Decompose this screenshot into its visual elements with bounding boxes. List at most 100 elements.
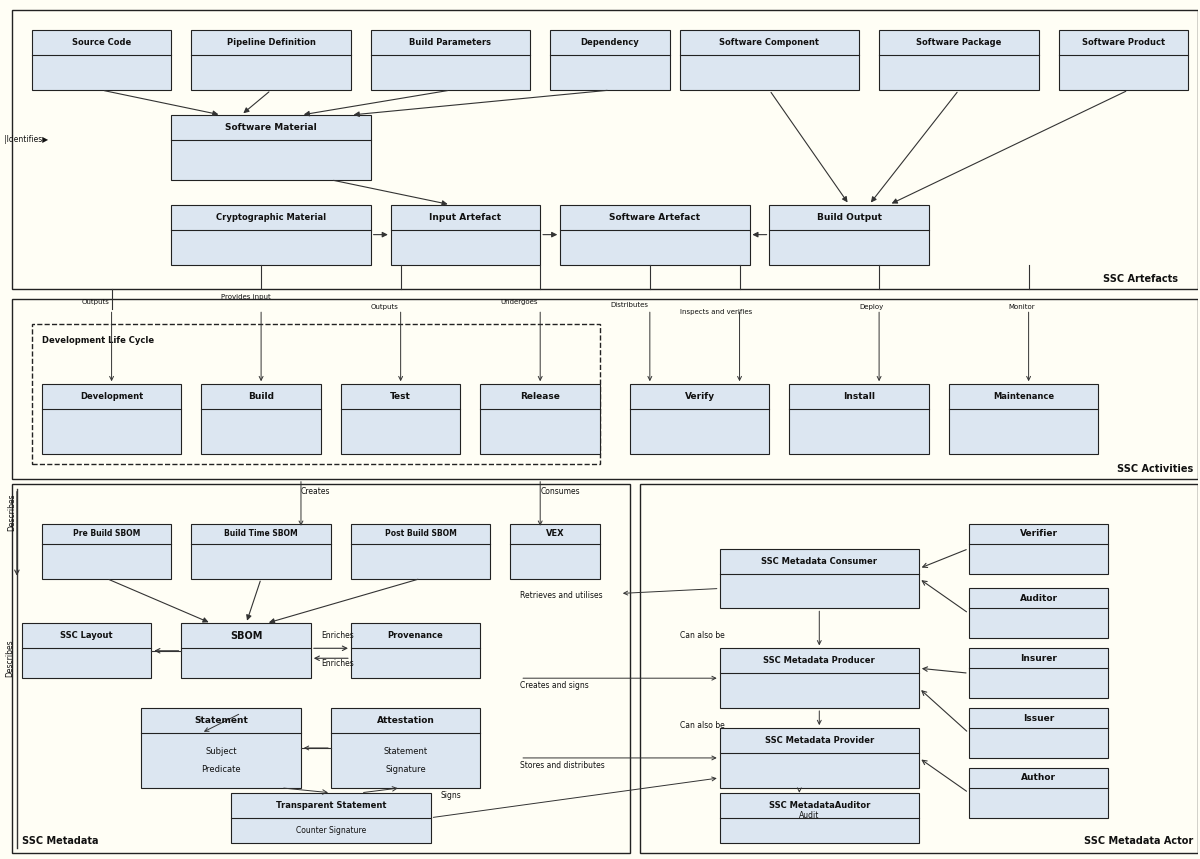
FancyBboxPatch shape	[968, 524, 1109, 574]
Text: Source Code: Source Code	[72, 39, 131, 47]
FancyBboxPatch shape	[341, 384, 461, 454]
FancyBboxPatch shape	[630, 384, 769, 454]
FancyBboxPatch shape	[968, 768, 1109, 818]
Text: Monitor: Monitor	[1009, 304, 1036, 310]
Text: Audit: Audit	[799, 811, 820, 819]
Text: Insurer: Insurer	[1020, 654, 1057, 663]
FancyBboxPatch shape	[172, 204, 371, 265]
FancyBboxPatch shape	[350, 524, 491, 578]
Text: Build Time SBOM: Build Time SBOM	[224, 529, 298, 538]
Text: Issuer: Issuer	[1022, 714, 1055, 722]
Text: Subject: Subject	[205, 746, 236, 756]
Text: SSC Layout: SSC Layout	[60, 631, 113, 640]
FancyBboxPatch shape	[391, 204, 540, 265]
Text: SSC Activities: SSC Activities	[1117, 464, 1193, 474]
Text: Encapsulates: Encapsulates	[202, 711, 252, 720]
FancyBboxPatch shape	[142, 708, 301, 788]
Text: Can also be: Can also be	[679, 721, 725, 730]
FancyBboxPatch shape	[968, 588, 1109, 638]
FancyBboxPatch shape	[720, 793, 919, 843]
FancyBboxPatch shape	[550, 30, 670, 90]
Text: Development Life Cycle: Development Life Cycle	[42, 337, 154, 345]
Text: Signature: Signature	[385, 765, 426, 774]
FancyBboxPatch shape	[720, 649, 919, 708]
FancyBboxPatch shape	[720, 728, 919, 788]
Text: |Identifies▶: |Identifies▶	[4, 136, 48, 144]
Text: Describes: Describes	[5, 639, 14, 677]
Text: Verify: Verify	[685, 392, 715, 401]
FancyBboxPatch shape	[232, 793, 431, 843]
Text: Can also be: Can also be	[679, 631, 725, 640]
Text: Counter Signature: Counter Signature	[295, 825, 366, 835]
FancyBboxPatch shape	[949, 384, 1098, 454]
Text: Provides input: Provides input	[221, 295, 271, 301]
FancyBboxPatch shape	[560, 204, 750, 265]
Text: Pre Build SBOM: Pre Build SBOM	[73, 529, 140, 538]
Text: Software Material: Software Material	[226, 123, 317, 132]
Text: Release: Release	[521, 392, 560, 401]
Text: Distributes: Distributes	[610, 302, 648, 308]
Text: Undergoes: Undergoes	[500, 300, 538, 306]
Text: Author: Author	[1021, 773, 1056, 783]
Text: Deploy: Deploy	[859, 304, 883, 310]
Text: Creates and signs: Creates and signs	[521, 681, 589, 690]
Text: Statement: Statement	[384, 746, 427, 756]
Text: Outputs: Outputs	[371, 304, 398, 310]
Text: Build Output: Build Output	[817, 213, 882, 222]
Text: Software Package: Software Package	[916, 39, 1002, 47]
FancyBboxPatch shape	[202, 384, 320, 454]
Text: Software Artefact: Software Artefact	[610, 213, 701, 222]
FancyBboxPatch shape	[32, 30, 172, 90]
Text: Transparent Statement: Transparent Statement	[276, 801, 386, 810]
Text: Install: Install	[844, 392, 875, 401]
FancyBboxPatch shape	[510, 524, 600, 578]
FancyBboxPatch shape	[790, 384, 929, 454]
Text: Consumes: Consumes	[540, 487, 580, 496]
FancyBboxPatch shape	[181, 624, 311, 679]
Text: Describes: Describes	[7, 493, 16, 531]
Text: Post Build SBOM: Post Build SBOM	[385, 529, 456, 538]
FancyBboxPatch shape	[350, 624, 480, 679]
Text: SSC Metadata: SSC Metadata	[22, 836, 98, 845]
Text: Signs: Signs	[440, 791, 461, 800]
Text: Creates: Creates	[301, 487, 330, 496]
Text: Statement: Statement	[194, 716, 248, 725]
FancyBboxPatch shape	[720, 549, 919, 608]
FancyBboxPatch shape	[679, 30, 859, 90]
FancyBboxPatch shape	[371, 30, 530, 90]
Text: Software Component: Software Component	[720, 39, 820, 47]
FancyBboxPatch shape	[12, 300, 1198, 478]
FancyBboxPatch shape	[331, 708, 480, 788]
FancyBboxPatch shape	[172, 115, 371, 180]
Text: Dependency: Dependency	[581, 39, 640, 47]
Text: SSC Metadata Provider: SSC Metadata Provider	[764, 736, 874, 745]
FancyBboxPatch shape	[191, 30, 350, 90]
FancyBboxPatch shape	[968, 649, 1109, 698]
Text: Enriches: Enriches	[320, 659, 354, 668]
Text: Enriches: Enriches	[320, 631, 354, 640]
FancyBboxPatch shape	[480, 384, 600, 454]
FancyBboxPatch shape	[12, 10, 1198, 289]
Text: Provenance: Provenance	[388, 631, 444, 640]
FancyBboxPatch shape	[12, 484, 630, 853]
Text: Software Product: Software Product	[1081, 39, 1165, 47]
Text: Auditor: Auditor	[1020, 594, 1057, 603]
Text: SSC MetadataAuditor: SSC MetadataAuditor	[769, 801, 870, 810]
FancyBboxPatch shape	[968, 708, 1109, 758]
Text: Maintenance: Maintenance	[994, 392, 1054, 401]
Text: SSC Metadata Producer: SSC Metadata Producer	[763, 656, 875, 665]
Text: SSC Metadata Actor: SSC Metadata Actor	[1084, 836, 1193, 845]
Text: Predicate: Predicate	[202, 765, 241, 774]
FancyBboxPatch shape	[42, 384, 181, 454]
FancyBboxPatch shape	[1058, 30, 1188, 90]
FancyBboxPatch shape	[22, 624, 151, 679]
Text: VEX: VEX	[546, 529, 564, 538]
Text: Inspects and verifies: Inspects and verifies	[679, 309, 752, 315]
Text: Input Artefact: Input Artefact	[430, 213, 502, 222]
FancyBboxPatch shape	[880, 30, 1038, 90]
Text: SSC Metadata Consumer: SSC Metadata Consumer	[761, 557, 877, 565]
FancyBboxPatch shape	[191, 524, 331, 578]
Text: Development: Development	[80, 392, 143, 401]
FancyBboxPatch shape	[640, 484, 1198, 853]
FancyBboxPatch shape	[32, 325, 600, 464]
